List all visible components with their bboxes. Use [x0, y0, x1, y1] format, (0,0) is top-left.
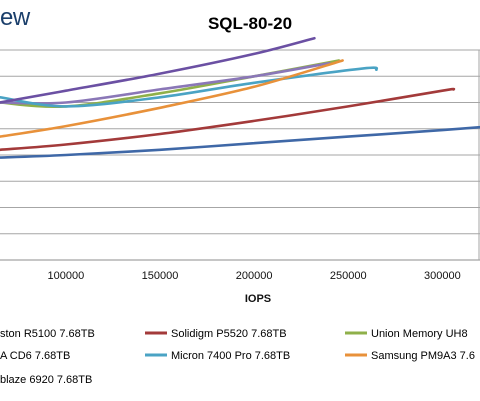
series-lines	[0, 36, 480, 159]
series-line	[0, 87, 456, 152]
legend-label: Micron 7400 Pro 7.68TB	[171, 350, 290, 362]
x-tick-label: 200000	[236, 270, 273, 282]
series-line	[0, 66, 379, 108]
brand-logo-text: ew	[0, 4, 30, 31]
plot-area	[0, 50, 480, 261]
legend-label: ston R5100 7.68TB	[0, 328, 95, 340]
series-line	[0, 125, 480, 159]
series-line	[0, 59, 344, 138]
legend-item: blaze 6920 7.68TB	[0, 374, 92, 386]
legend-label: Union Memory UH8	[371, 328, 468, 340]
legend-label: blaze 6920 7.68TB	[0, 374, 92, 386]
series-line	[0, 61, 331, 105]
series-line	[0, 59, 341, 109]
legend-label: Solidigm P5520 7.68TB	[171, 328, 287, 340]
x-axis-ticks: 100000 150000 200000 250000 300000	[48, 270, 461, 282]
chart-title: SQL-80-20	[207, 14, 293, 33]
legend: ston R5100 7.68TB Solidigm P5520 7.68TB Un…	[0, 328, 475, 386]
legend-item: Union Memory UH8	[345, 328, 468, 340]
x-tick-label: 150000	[142, 270, 179, 282]
x-tick-label: 300000	[424, 270, 461, 282]
legend-item: A CD6 7.68TB	[0, 350, 70, 362]
series-line	[0, 36, 316, 104]
x-tick-label: 250000	[330, 270, 367, 282]
x-axis-label: IOPS	[245, 293, 271, 305]
legend-item: Micron 7400 Pro 7.68TB	[145, 350, 290, 362]
legend-label: A CD6 7.68TB	[0, 350, 70, 362]
legend-label: Samsung PM9A3 7.6	[371, 350, 475, 362]
grid-lines	[0, 49, 480, 235]
legend-item: Samsung PM9A3 7.6	[345, 350, 475, 362]
legend-item: Solidigm P5520 7.68TB	[145, 328, 287, 340]
legend-item: ston R5100 7.68TB	[0, 328, 95, 340]
x-tick-label: 100000	[48, 270, 85, 282]
